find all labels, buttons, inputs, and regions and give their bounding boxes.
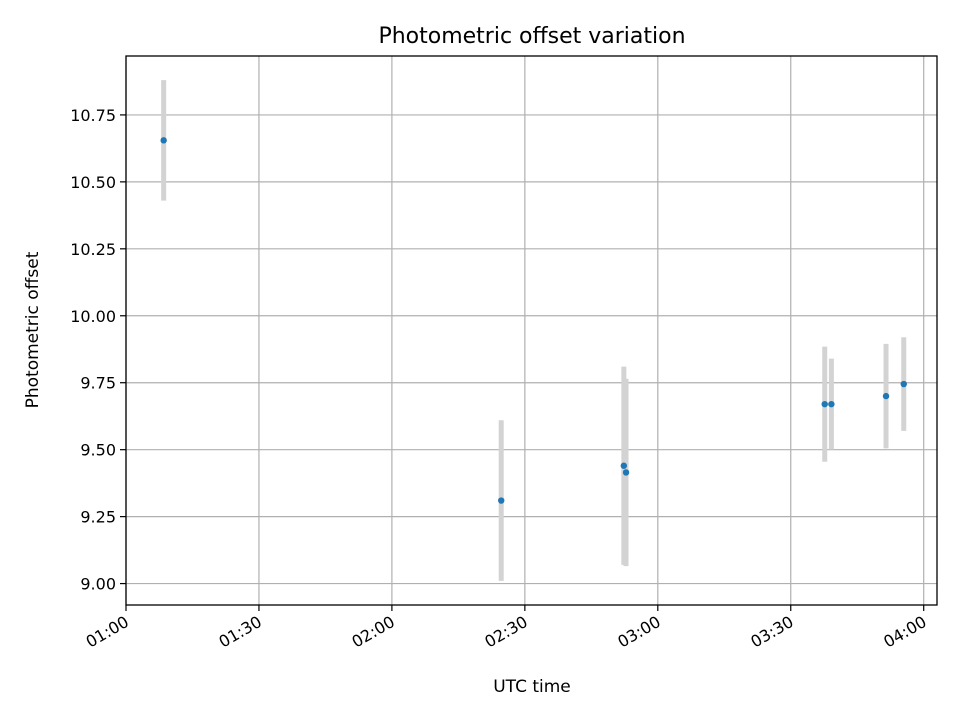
x-axis-ticks: 01:00 01:30 02:00 02:30 03:00 03:30 04:00 — [83, 605, 930, 652]
data-point — [498, 497, 505, 504]
y-tick-label: 10.50 — [70, 173, 116, 192]
plot-frame — [125, 55, 938, 606]
x-tick-label: 01:30 — [216, 612, 265, 652]
data-point — [620, 462, 628, 469]
errorbar-layer — [161, 80, 907, 581]
data-point — [160, 137, 167, 144]
y-tick-label: 9.75 — [80, 374, 116, 393]
x-axis-label: UTC time — [493, 677, 571, 697]
y-tick-label: 10.75 — [70, 106, 116, 125]
data-point — [900, 380, 907, 388]
x-tick-label: 02:30 — [481, 612, 530, 652]
y-tick-label: 9.50 — [80, 441, 116, 460]
data-point — [882, 392, 890, 400]
y-tick-label: 9.25 — [80, 508, 116, 527]
y-axis-ticks: 9.00 9.25 9.50 9.75 10.00 10.25 10.50 10.75 — [70, 106, 126, 594]
y-axis-label: Photometric offset — [23, 251, 43, 408]
data-point — [821, 400, 828, 408]
data-point — [828, 400, 835, 408]
data-point — [622, 469, 630, 476]
x-tick-label: 02:00 — [348, 612, 397, 652]
x-tick-label: 03:00 — [614, 612, 663, 652]
point-layer — [160, 137, 907, 504]
x-tick-label: 03:30 — [747, 612, 796, 652]
y-tick-label: 9.00 — [80, 575, 116, 594]
x-tick-label: 04:00 — [880, 612, 929, 652]
x-tick-label: 01:00 — [83, 612, 132, 652]
grid-layer — [125, 56, 937, 605]
chart-title: Photometric offset variation — [378, 24, 685, 49]
y-tick-label: 10.00 — [70, 307, 116, 326]
y-tick-label: 10.25 — [70, 240, 116, 259]
